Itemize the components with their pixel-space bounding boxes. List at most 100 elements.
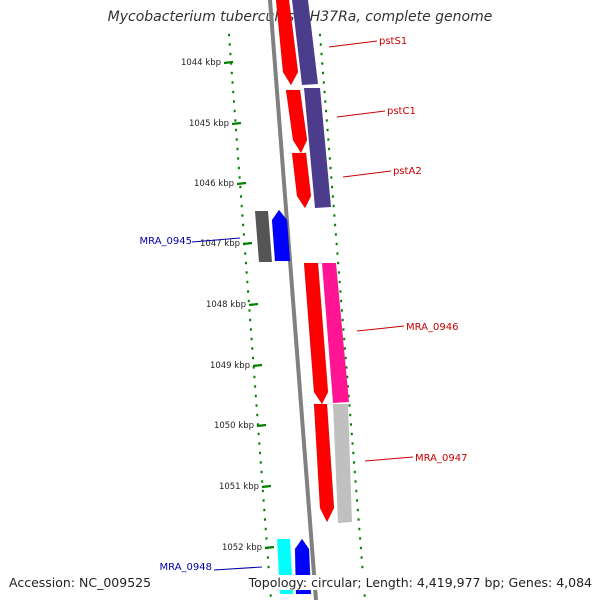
major-tick <box>256 423 267 428</box>
minor-tick <box>325 109 328 113</box>
minor-tick <box>358 527 361 531</box>
minor-tick <box>348 404 351 407</box>
minor-tick <box>230 62 233 65</box>
minor-tick <box>248 309 251 312</box>
minor-tick <box>232 100 235 103</box>
minor-tick <box>250 337 253 341</box>
minor-tick-dots-right <box>319 33 366 597</box>
gene-label-MRA_0948: MRA_0948 <box>160 562 212 573</box>
minor-tick <box>355 489 358 493</box>
major-tick <box>264 545 275 550</box>
minor-tick <box>261 480 264 483</box>
minor-tick <box>357 518 360 521</box>
tick-label: 1045 kbp <box>189 119 229 129</box>
minor-tick <box>359 537 362 540</box>
leader-line <box>213 566 263 571</box>
genome-backbone <box>268 0 318 600</box>
minor-tick <box>259 451 262 455</box>
cog-bar-pstS1 <box>292 0 318 85</box>
gene-arrow-MRA_0945 <box>271 209 291 262</box>
minor-tick <box>240 195 243 198</box>
minor-tick <box>342 328 345 331</box>
minor-tick <box>332 204 335 208</box>
gene-track <box>271 0 335 595</box>
tick-label: 1047 kbp <box>200 239 240 249</box>
minor-tick <box>249 318 252 322</box>
minor-tick <box>323 90 326 94</box>
minor-tick <box>255 404 258 407</box>
minor-tick <box>350 432 353 436</box>
minor-tick <box>261 489 264 493</box>
gene-arrow-MRA_0947 <box>313 403 335 523</box>
minor-tick <box>229 52 232 56</box>
minor-tick <box>267 565 270 569</box>
minor-tick <box>242 233 245 236</box>
tick-label: 1048 kbp <box>206 300 246 310</box>
major-tick <box>252 363 263 368</box>
genome-info-text: Topology: circular; Length: 4,419,977 bp… <box>248 575 592 590</box>
minor-tick <box>256 413 259 417</box>
minor-tick <box>328 147 331 151</box>
tick-label: 1046 kbp <box>194 179 234 189</box>
minor-tick <box>262 499 265 502</box>
minor-tick <box>235 138 238 141</box>
minor-tick <box>343 347 346 350</box>
minor-tick <box>230 71 233 75</box>
minor-tick <box>344 356 347 360</box>
minor-tick <box>325 119 328 122</box>
minor-tick <box>256 423 259 426</box>
gene-arrow-pstA2 <box>291 152 312 209</box>
minor-tick <box>233 109 236 113</box>
minor-tick <box>340 309 343 312</box>
minor-tick <box>347 394 350 398</box>
minor-tick <box>330 176 333 179</box>
minor-tick <box>353 461 356 464</box>
minor-tick <box>331 195 334 198</box>
minor-tick <box>334 223 337 227</box>
minor-tick <box>322 81 325 84</box>
minor-tick <box>246 280 249 284</box>
minor-tick <box>356 508 359 512</box>
minor-tick <box>346 385 349 388</box>
minor-tick <box>263 508 266 512</box>
minor-tick <box>265 537 268 540</box>
minor-tick <box>327 138 330 141</box>
minor-tick <box>337 271 340 274</box>
minor-tick <box>251 347 254 350</box>
leader-line <box>356 325 405 332</box>
minor-tick <box>343 337 346 341</box>
minor-tick <box>349 413 352 417</box>
minor-tick <box>335 242 338 246</box>
minor-tick <box>240 204 243 208</box>
minor-tick <box>269 594 272 597</box>
cog-bar-MRA_0946 <box>322 263 349 403</box>
minor-tick <box>319 43 322 46</box>
minor-tick <box>334 233 337 236</box>
minor-tick <box>232 90 235 94</box>
major-tick <box>261 484 272 489</box>
minor-tick <box>324 100 327 103</box>
major-tick <box>236 181 247 186</box>
minor-tick <box>333 214 336 217</box>
minor-tick <box>353 470 356 474</box>
minor-tick <box>264 527 267 531</box>
minor-tick <box>337 261 340 265</box>
minor-tick <box>351 442 354 445</box>
gene-arrow-pstC1 <box>285 89 308 154</box>
minor-tick <box>352 451 355 455</box>
leader-line <box>342 170 392 178</box>
minor-tick <box>346 375 349 379</box>
minor-tick <box>239 185 242 189</box>
tick-label: 1044 kbp <box>181 58 221 68</box>
gene-labels: pstS1 pstC1 pstA2 MRA_0945 MRA_0946 MRA_0947 M… <box>140 36 468 573</box>
leader-line <box>364 456 414 462</box>
minor-tick <box>244 261 247 265</box>
minor-tick <box>321 62 324 65</box>
minor-tick <box>341 318 344 322</box>
cog-bar-pstC1-pstA2 <box>304 88 331 208</box>
minor-tick <box>329 166 332 170</box>
gene-label-pstA2: pstA2 <box>393 166 422 177</box>
minor-tick <box>336 252 339 255</box>
minor-tick <box>249 328 252 331</box>
